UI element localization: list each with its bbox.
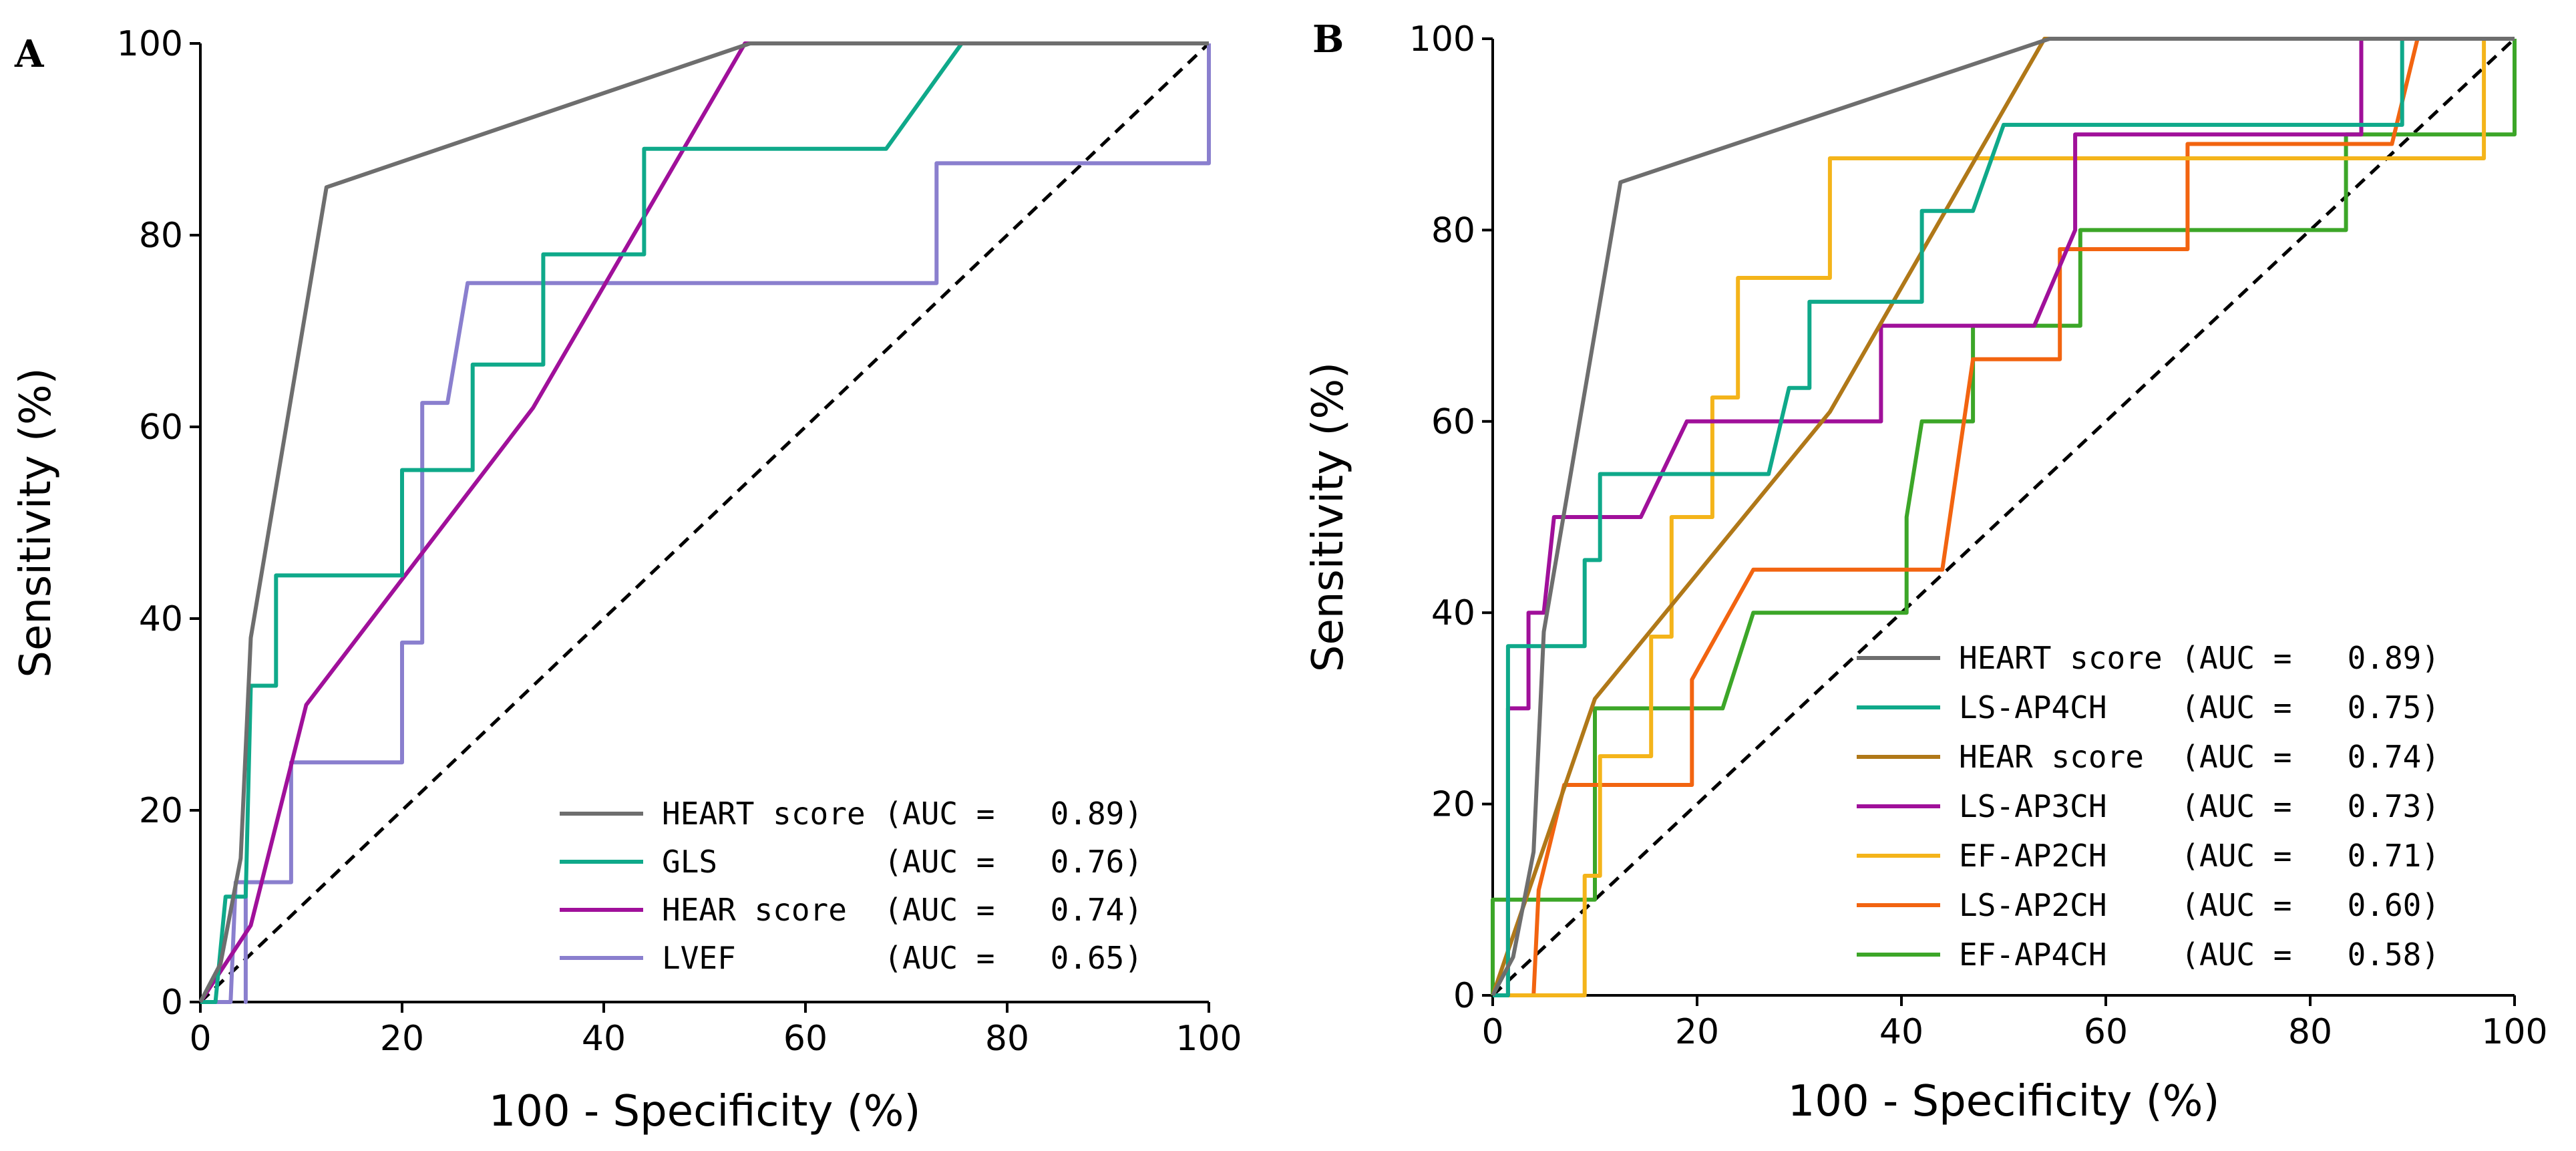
series-line-ls-ap2ch: [1493, 37, 2515, 997]
series-line-ls-ap3ch: [1493, 37, 2515, 997]
series-line-ls-ap4ch: [1493, 37, 2515, 997]
series-line-ef-ap4ch: [1491, 39, 2517, 995]
x-tick-label: 20: [380, 1019, 424, 1059]
legend-entry: LS-AP3CH (AUC = 0.73): [1959, 788, 2440, 824]
legend-entry: GLS (AUC = 0.76): [662, 844, 1143, 880]
legend: HEART score (AUC = 0.89) LS-AP4CH (AUC = …: [1857, 640, 2440, 973]
legend-entry: LS-AP4CH (AUC = 0.75): [1959, 689, 2440, 725]
legend-entry: HEART score (AUC = 0.89): [1959, 640, 2440, 676]
y-tick-label: 80: [1431, 210, 1475, 251]
y-tick-label: 60: [139, 407, 183, 448]
y-tick-label: 40: [1431, 593, 1475, 633]
legend-entry: LS-AP2CH (AUC = 0.60): [1959, 887, 2440, 923]
y-tick-label: 0: [161, 983, 183, 1023]
x-tick-label: 0: [1481, 1012, 1503, 1052]
series-line-ef-ap2ch: [1493, 37, 2515, 997]
x-tick-label: 80: [2288, 1012, 2332, 1052]
legend-entry: EF-AP2CH (AUC = 0.71): [1959, 838, 2440, 874]
x-tick-label: 60: [783, 1019, 827, 1059]
legend-entry: EF-AP4CH (AUC = 0.58): [1959, 937, 2440, 973]
legend-entry: HEAR score (AUC = 0.74): [662, 892, 1143, 928]
y-tick-label: 60: [1431, 402, 1475, 442]
x-tick-label: 40: [1879, 1012, 1923, 1052]
panel-label-a: A: [14, 32, 45, 76]
roc-panel-a: 0 20 40 60 80 100 0 20 40 60 80 100 100 - Specificit…: [11, 24, 1242, 1136]
legend-entry: HEAR score (AUC = 0.74): [1959, 739, 2440, 775]
series-group: [198, 41, 1211, 1004]
y-tick-label: 100: [1409, 19, 1475, 59]
legend-entry: HEART score (AUC = 0.89): [662, 796, 1143, 832]
y-axis-label: Sensitivity (%): [1304, 362, 1353, 672]
series-group: [1491, 37, 2517, 997]
y-axis-label: Sensitivity (%): [11, 367, 61, 677]
x-axis-label: 100 - Specificity (%): [1788, 1077, 2220, 1126]
x-axis-label: 100 - Specificity (%): [489, 1087, 921, 1136]
legend-entry: LVEF (AUC = 0.65): [662, 940, 1143, 976]
series-line-heart-score: [198, 41, 1209, 1003]
y-tick-label: 80: [139, 216, 183, 256]
roc-panel-b: 0 20 40 60 80 100 0 20 40 60 80 100 100 - Specificit…: [1304, 19, 2548, 1126]
series-line-lvef: [200, 43, 1211, 1004]
x-tick-label: 80: [985, 1019, 1029, 1059]
y-tick-label: 0: [1453, 976, 1475, 1016]
x-tick-label: 40: [582, 1019, 626, 1059]
y-tick-label: 20: [139, 791, 183, 831]
series-line-gls: [200, 41, 1209, 1004]
y-tick-label: 20: [1431, 785, 1475, 825]
y-tick-label: 100: [117, 24, 183, 64]
x-tick-label: 60: [2084, 1012, 2128, 1052]
x-tick-label: 100: [2481, 1012, 2547, 1052]
legend: HEART score (AUC = 0.89) GLS (AUC = 0.76)…: [560, 796, 1143, 976]
x-tick-label: 0: [189, 1019, 211, 1059]
panel-label-b: B: [1312, 17, 1344, 61]
series-line-heart-score: [1491, 37, 2515, 997]
x-tick-label: 100: [1175, 1019, 1242, 1059]
y-tick-label: 40: [139, 599, 183, 639]
reference-diagonal-line: [199, 42, 1210, 1003]
x-tick-label: 20: [1675, 1012, 1719, 1052]
